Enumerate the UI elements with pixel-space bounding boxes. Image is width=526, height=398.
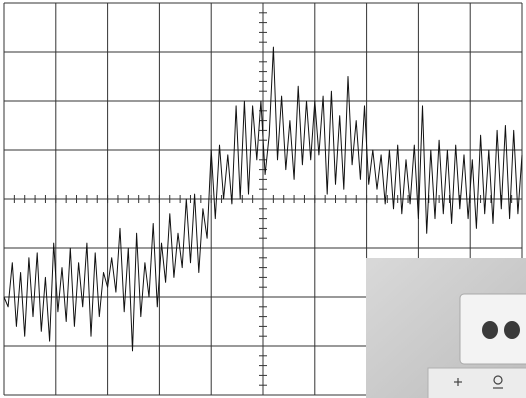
- plus-symbol-icon: [454, 378, 462, 386]
- terminal-strip: [427, 367, 526, 398]
- device-photo-inset: [366, 258, 526, 398]
- ground-symbol-icon: [493, 375, 503, 389]
- connector-hole-right: [504, 321, 520, 339]
- signal-trace: [3, 46, 523, 352]
- connector-hole-left: [482, 321, 498, 339]
